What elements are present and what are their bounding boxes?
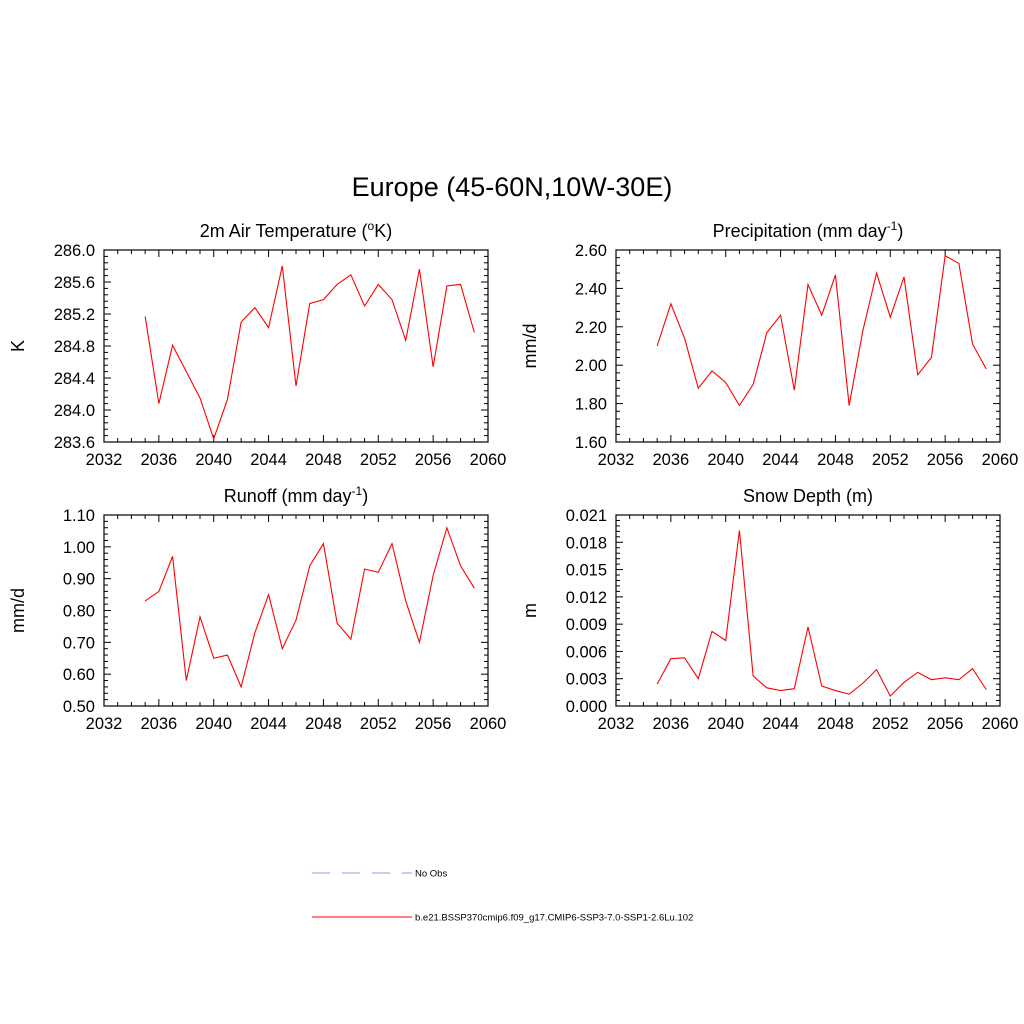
series-line-1	[656, 530, 987, 697]
x-tick-label: 2048	[817, 451, 854, 469]
x-tick-label: 2036	[652, 451, 689, 469]
x-tick-label: 2040	[195, 451, 232, 469]
y-tick-label: 286.0	[54, 242, 95, 260]
x-tick-label: 2032	[86, 715, 123, 733]
panels-group: 2m Air Temperature (oK) K 2032 2036 2040 2044…	[8, 219, 1018, 733]
y-tick-label: 2.40	[575, 280, 607, 298]
x-tick-label: 2044	[250, 715, 287, 733]
x-tick-label: 2060	[470, 451, 507, 469]
plot-frame	[615, 514, 1001, 707]
y-tick-label: 1.10	[63, 507, 95, 525]
y-tick-label: 0.50	[63, 698, 95, 716]
x-tick-label: 2032	[598, 715, 635, 733]
x-tick-label: 2044	[762, 451, 799, 469]
panel-title: Snow Depth (m)	[743, 486, 873, 506]
y-tick-label: 284.4	[54, 370, 95, 388]
x-tick-label: 2036	[140, 715, 177, 733]
x-tick-label: 2040	[707, 451, 744, 469]
y-tick-label: 285.2	[54, 306, 95, 324]
y-axis-label: mm/d	[520, 324, 540, 369]
y-tick-label: 1.00	[63, 539, 95, 557]
series-line-1	[144, 525, 475, 689]
x-tick-label: 2056	[927, 451, 964, 469]
x-tick-label: 2048	[305, 451, 342, 469]
y-tick-label: 2.60	[575, 242, 607, 260]
x-tick-label: 2052	[360, 715, 397, 733]
y-axis-label: mm/d	[8, 588, 28, 633]
x-tick-label: 2048	[305, 715, 342, 733]
panel-title: Precipitation (mm day-1)	[713, 219, 904, 241]
y-tick-label: 0.012	[566, 589, 607, 607]
series-line-1	[144, 265, 475, 441]
y-tick-label: 0.006	[566, 643, 607, 661]
y-tick-label: 285.6	[54, 274, 95, 292]
y-tick-label: 1.80	[575, 396, 607, 414]
y-tick-label: 0.90	[63, 571, 95, 589]
y-tick-label: 0.021	[566, 507, 607, 525]
x-tick-label: 2032	[86, 451, 123, 469]
x-tick-label: 2056	[415, 715, 452, 733]
y-tick-label: 0.003	[566, 671, 607, 689]
x-tick-label: 2040	[707, 715, 744, 733]
y-tick-label: 2.20	[575, 319, 607, 337]
plot-frame	[103, 514, 489, 707]
x-tick-label: 2032	[598, 451, 635, 469]
y-tick-label: 0.60	[63, 666, 95, 684]
panel-4: Snow Depth (m) m 2032 2036 2040 2044 2048 2052 2…	[520, 486, 1018, 733]
x-tick-label: 2056	[415, 451, 452, 469]
y-tick-label: 283.6	[54, 434, 95, 452]
x-tick-label: 2040	[195, 715, 232, 733]
panel-2: Precipitation (mm day-1) mm/d 2032 2036 2040…	[520, 219, 1018, 469]
y-tick-label: 284.0	[54, 402, 95, 420]
legend-label-2: b.e21.BSSP370cmip6.f09_g17.CMIP6-SSP3-7.…	[415, 913, 693, 924]
x-tick-label: 2052	[360, 451, 397, 469]
y-tick-label: 0.80	[63, 603, 95, 621]
x-tick-label: 2060	[470, 715, 507, 733]
y-axis-label: K	[8, 340, 28, 352]
y-tick-label: 0.018	[566, 534, 607, 552]
x-tick-label: 2036	[652, 715, 689, 733]
y-tick-label: 2.00	[575, 357, 607, 375]
y-tick-label: 284.8	[54, 338, 95, 356]
legend-label-1: No Obs	[415, 869, 447, 880]
x-tick-label: 2048	[817, 715, 854, 733]
y-tick-label: 1.60	[575, 434, 607, 452]
x-tick-label: 2052	[872, 451, 909, 469]
panel-title: 2m Air Temperature (oK)	[200, 219, 392, 241]
x-tick-label: 2060	[982, 451, 1019, 469]
y-tick-label: 0.009	[566, 616, 607, 634]
legend: No Obs b.e21.BSSP370cmip6.f09_g17.CMIP6-S…	[312, 869, 693, 924]
series-line-1	[656, 254, 987, 407]
y-tick-label: 0.015	[566, 562, 607, 580]
y-tick-label: 0.70	[63, 634, 95, 652]
y-tick-label: 0.000	[566, 698, 607, 716]
x-tick-label: 2052	[872, 715, 909, 733]
panel-1: 2m Air Temperature (oK) K 2032 2036 2040 2044…	[8, 219, 506, 469]
x-tick-label: 2036	[140, 451, 177, 469]
x-tick-label: 2056	[927, 715, 964, 733]
panel-title: Runoff (mm day-1)	[224, 484, 368, 506]
x-tick-label: 2044	[250, 451, 287, 469]
x-tick-label: 2060	[982, 715, 1019, 733]
panel-3: Runoff (mm day-1) mm/d 2032 2036 2040 2044 204…	[8, 484, 506, 733]
figure-title: Europe (45-60N,10W-30E)	[352, 172, 673, 202]
y-axis-label: m	[520, 603, 540, 618]
x-tick-label: 2044	[762, 715, 799, 733]
